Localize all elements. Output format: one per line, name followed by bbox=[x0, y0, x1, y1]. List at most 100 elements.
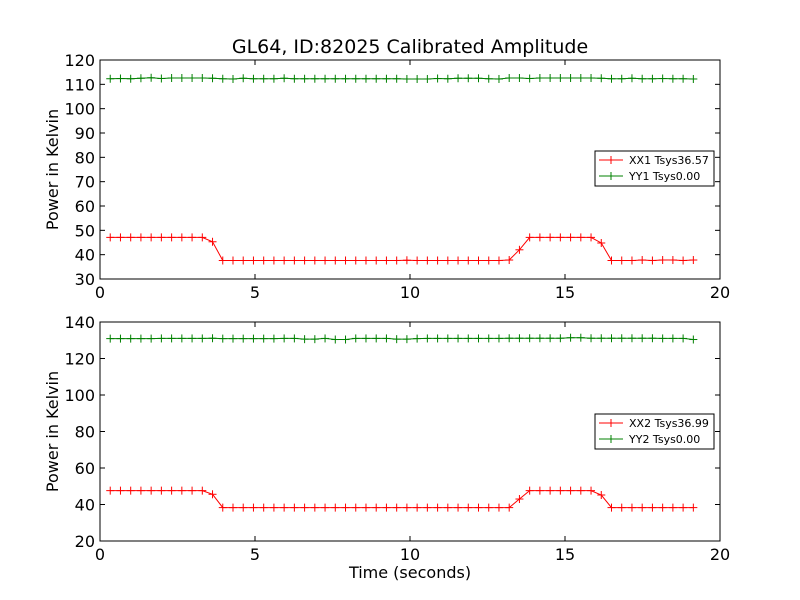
data-point bbox=[484, 334, 493, 343]
data-point bbox=[228, 334, 237, 343]
data-point bbox=[188, 486, 197, 495]
data-point bbox=[433, 256, 442, 265]
data-point bbox=[341, 256, 350, 265]
data-point bbox=[679, 503, 688, 512]
data-point bbox=[668, 334, 677, 343]
data-point bbox=[576, 333, 585, 342]
data-point bbox=[167, 486, 176, 495]
data-point bbox=[331, 503, 340, 512]
data-point bbox=[321, 334, 330, 343]
data-point bbox=[372, 334, 381, 343]
data-point bbox=[689, 503, 698, 512]
data-point bbox=[546, 334, 555, 343]
data-point bbox=[413, 256, 422, 265]
data-point bbox=[464, 503, 473, 512]
data-point bbox=[157, 233, 166, 242]
data-point bbox=[116, 486, 125, 495]
data-point bbox=[116, 233, 125, 242]
data-point bbox=[239, 74, 248, 83]
legend-label: XX1 Tsys36.57 bbox=[629, 154, 709, 167]
data-point bbox=[433, 503, 442, 512]
data-point bbox=[638, 334, 647, 343]
data-point bbox=[372, 503, 381, 512]
data-point bbox=[679, 256, 688, 265]
data-point bbox=[259, 503, 268, 512]
data-point bbox=[177, 74, 186, 83]
data-point bbox=[515, 74, 524, 83]
data-point bbox=[402, 74, 411, 83]
data-point bbox=[668, 503, 677, 512]
data-point bbox=[290, 74, 299, 83]
data-point bbox=[218, 256, 227, 265]
x-tick-label: 5 bbox=[250, 283, 260, 302]
data-point bbox=[648, 74, 657, 83]
data-point bbox=[249, 334, 258, 343]
y-tick-label: 70 bbox=[75, 173, 95, 192]
data-point bbox=[648, 503, 657, 512]
x-tick-label: 15 bbox=[555, 283, 575, 302]
figure-title: GL64, ID:82025 Calibrated Amplitude bbox=[232, 36, 588, 58]
x-tick-label: 0 bbox=[95, 545, 105, 564]
data-point bbox=[198, 74, 207, 83]
data-point bbox=[402, 335, 411, 344]
data-point bbox=[331, 256, 340, 265]
data-point bbox=[587, 334, 596, 343]
data-point bbox=[372, 256, 381, 265]
data-point bbox=[402, 256, 411, 265]
y-tick-label: 110 bbox=[64, 75, 95, 94]
data-point bbox=[587, 486, 596, 495]
data-point bbox=[126, 486, 135, 495]
data-point bbox=[157, 74, 166, 83]
series-line-2 bbox=[110, 337, 694, 341]
x-tick-label: 10 bbox=[400, 283, 420, 302]
data-point bbox=[310, 256, 319, 265]
data-point bbox=[249, 74, 258, 83]
data-point bbox=[546, 233, 555, 242]
data-point bbox=[188, 233, 197, 242]
y-tick-label: 120 bbox=[64, 350, 95, 369]
data-point bbox=[505, 334, 514, 343]
data-point bbox=[402, 503, 411, 512]
data-point bbox=[638, 503, 647, 512]
data-point bbox=[423, 503, 432, 512]
data-point bbox=[535, 74, 544, 83]
data-point bbox=[300, 503, 309, 512]
data-point bbox=[106, 486, 115, 495]
data-point bbox=[433, 334, 442, 343]
data-point bbox=[126, 233, 135, 242]
data-point bbox=[300, 256, 309, 265]
data-point bbox=[484, 256, 493, 265]
data-point bbox=[147, 486, 156, 495]
legend-entry: YY2 Tsys0.00 bbox=[599, 433, 700, 446]
data-point bbox=[126, 334, 135, 343]
data-point bbox=[269, 503, 278, 512]
data-point bbox=[188, 74, 197, 83]
data-point bbox=[525, 74, 534, 83]
data-point bbox=[515, 334, 524, 343]
data-point bbox=[116, 334, 125, 343]
data-point bbox=[679, 334, 688, 343]
data-point bbox=[208, 237, 217, 246]
data-point bbox=[331, 74, 340, 83]
y-tick-label: 60 bbox=[75, 459, 95, 478]
legend-box bbox=[594, 413, 715, 450]
data-point bbox=[689, 256, 698, 265]
data-point bbox=[310, 74, 319, 83]
data-point bbox=[494, 334, 503, 343]
y-tick-label: 80 bbox=[75, 148, 95, 167]
data-point bbox=[658, 503, 667, 512]
data-point bbox=[658, 74, 667, 83]
x-tick-label: 20 bbox=[710, 545, 730, 564]
data-point bbox=[361, 503, 370, 512]
data-point bbox=[177, 486, 186, 495]
data-point bbox=[679, 74, 688, 83]
data-point bbox=[218, 74, 227, 83]
data-point bbox=[454, 256, 463, 265]
data-point bbox=[423, 256, 432, 265]
data-point bbox=[413, 334, 422, 343]
y-axis-label: Power in Kelvin bbox=[43, 109, 62, 230]
data-point bbox=[617, 74, 626, 83]
data-point bbox=[433, 74, 442, 83]
data-point bbox=[648, 256, 657, 265]
